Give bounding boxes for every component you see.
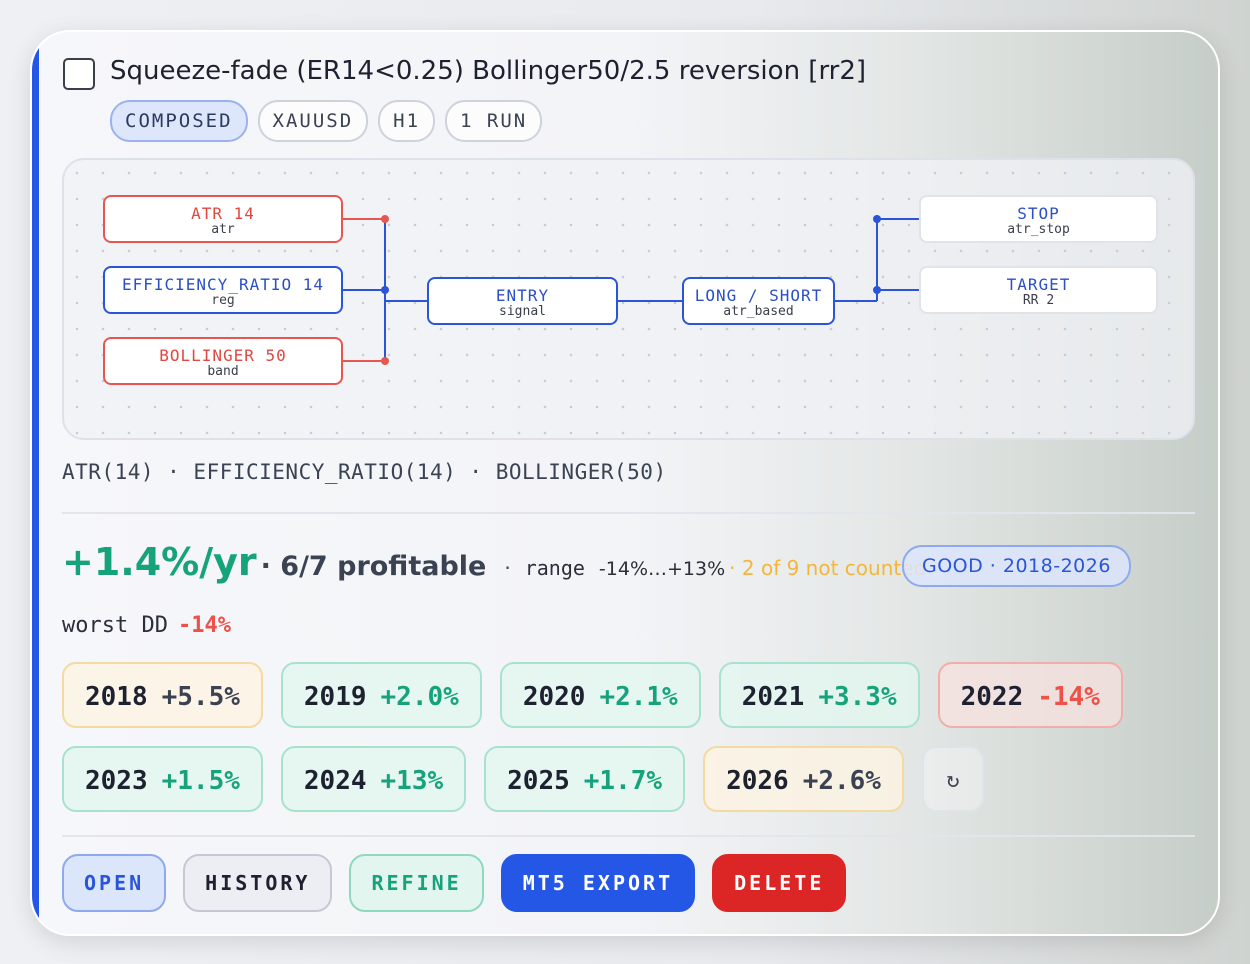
node-label: BOLLINGER 50 <box>159 346 287 365</box>
node-label: STOP <box>1017 204 1060 223</box>
year-return: +2.1% <box>599 682 678 712</box>
worst-dd: worst DD -14% <box>62 613 231 638</box>
node-label: ATR 14 <box>191 204 255 223</box>
link-dot <box>381 357 389 365</box>
link-dot <box>873 286 881 294</box>
indicator-list: ATR(14) · EFFICIENCY_RATIO(14) · BOLLING… <box>62 460 667 484</box>
action-button[interactable]: OPEN <box>62 854 167 912</box>
diagram-node: ENTRY signal <box>427 277 618 325</box>
year-tile: 2023 +1.5% <box>62 746 263 812</box>
year: 2018 <box>85 682 148 712</box>
node-label: LONG / SHORT <box>694 286 823 305</box>
year-tile: 2019 +2.0% <box>280 662 482 728</box>
node-sub: band <box>207 364 239 379</box>
year-tile: 2026 +2.6% <box>703 746 904 812</box>
year-tile: 2020 +2.1% <box>499 662 701 728</box>
year-return: +1.5% <box>161 766 240 796</box>
tag-row: COMPOSED XAUUSD H1 1 RUN <box>110 100 543 142</box>
year-return: +3.3% <box>818 682 897 712</box>
worst-dd-value: -14% <box>177 613 231 638</box>
year-return: +1.7% <box>583 766 663 796</box>
node-label: EFFICIENCY_RATIO 14 <box>121 275 325 294</box>
year: 2019 <box>303 682 367 712</box>
node-sub: atr <box>211 222 235 237</box>
diagram-node: ATR 14 atr <box>103 195 343 243</box>
year-return: -14% <box>1037 682 1100 712</box>
year: 2023 <box>85 766 148 796</box>
tag: XAUUSD <box>257 100 369 142</box>
diagram-node: BOLLINGER 50 band <box>103 337 343 385</box>
tag: H1 <box>378 100 436 142</box>
year-return: +2.0% <box>380 682 459 712</box>
divider <box>62 512 1195 514</box>
year-return: +2.6% <box>802 766 881 796</box>
year: 2025 <box>507 766 570 796</box>
accent-bar <box>32 32 39 934</box>
year-tile: 2022 -14% <box>937 662 1123 728</box>
link-dot <box>381 286 389 294</box>
year-tile: 2024 +13% <box>280 746 467 812</box>
action-button[interactable]: MT5 EXPORT <box>500 854 696 912</box>
profitable-count: · 6/7 profitable <box>260 551 487 582</box>
worst-dd-label: worst DD <box>62 613 168 638</box>
year: 2021 <box>741 682 805 712</box>
action-button[interactable]: HISTORY <box>183 854 333 912</box>
node-sub: atr_based <box>723 304 794 319</box>
year-tile: 2018 +5.5% <box>62 662 263 728</box>
range-label: range <box>524 556 585 580</box>
node-sub: atr_stop <box>1007 222 1070 237</box>
divider <box>62 835 1195 837</box>
year-return: +13% <box>380 766 444 796</box>
year-grid: 2018 +5.5% 2019 +2.0% 2020 +2.1% 2021 +3.3% 2022… <box>62 662 1137 812</box>
diagram-node: TARGET RR 2 <box>919 266 1158 314</box>
year-tile: 2021 +3.3% <box>718 662 920 728</box>
summary-row: +1.4%/yr · 6/7 profitable · range -14%…+… <box>62 540 926 590</box>
node-sub: RR 2 <box>1022 293 1055 308</box>
year: 2020 <box>522 682 586 712</box>
diagram-node: LONG / SHORT atr_based <box>682 277 835 325</box>
diagram-node: STOP atr_stop <box>919 195 1158 243</box>
refresh-button[interactable]: ↻ <box>921 746 984 812</box>
diagram-node: EFFICIENCY_RATIO 14 reg <box>103 266 343 314</box>
action-button[interactable]: DELETE <box>712 854 847 912</box>
year-return: +5.5% <box>161 682 240 712</box>
node-label: TARGET <box>1006 275 1071 294</box>
select-checkbox[interactable] <box>63 58 95 90</box>
tag: COMPOSED <box>110 100 248 142</box>
flow-diagram: ATR 14 atr EFFICIENCY_RATIO 14 reg BOLLINGER… <box>62 158 1195 440</box>
diagram-links <box>343 215 919 365</box>
separator: · <box>504 556 511 580</box>
link-dot <box>381 215 389 223</box>
tag: 1 RUN <box>445 100 543 142</box>
card-title: Squeeze-fade (ER14<0.25) Bollinger50/2.5… <box>110 56 867 86</box>
action-button[interactable]: REFINE <box>349 854 484 912</box>
not-counted: · 2 of 9 not counted <box>729 556 927 580</box>
range-value: -14%…+13% <box>598 558 726 580</box>
node-sub: signal <box>499 304 546 319</box>
annual-rate: +1.4%/yr <box>62 540 257 584</box>
node-label: ENTRY <box>495 286 550 305</box>
year: 2022 <box>960 682 1024 712</box>
year: 2026 <box>726 766 789 796</box>
year: 2024 <box>303 766 367 796</box>
node-sub: reg <box>211 293 235 308</box>
quality-badge: GOOD · 2018-2026 <box>902 545 1131 587</box>
link-dot <box>873 215 881 223</box>
year-tile: 2025 +1.7% <box>484 746 686 812</box>
action-row: OPEN HISTORY REFINE MT5 EXPORT DELETE <box>62 854 847 912</box>
